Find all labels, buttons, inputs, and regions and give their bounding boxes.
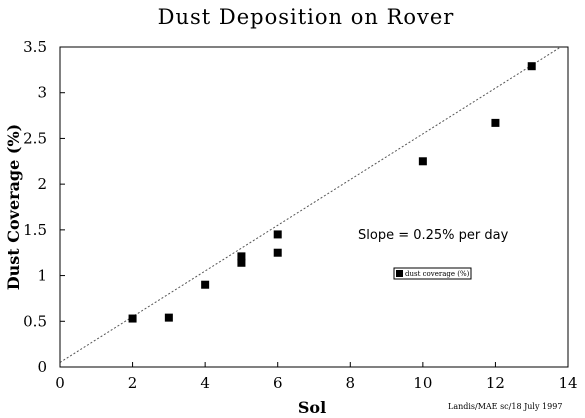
data-points [128, 62, 536, 323]
data-point [273, 248, 282, 257]
y-tick-label: 1.5 [23, 221, 47, 239]
data-point [237, 258, 246, 267]
data-point [491, 118, 500, 127]
credit-note: Landis/MAE sc/18 July 1997 [448, 402, 562, 411]
x-axis-label: Sol [298, 398, 326, 417]
x-tick-label: 8 [346, 374, 356, 392]
chart-title: Dust Deposition on Rover [158, 5, 455, 29]
x-tick-label: 4 [200, 374, 210, 392]
legend: dust coverage (%) [393, 267, 472, 280]
data-point [527, 62, 536, 71]
y-tick-label: 2 [37, 175, 47, 193]
x-tick-label: 2 [128, 374, 138, 392]
data-point [273, 230, 282, 239]
y-tick-label: 0.5 [23, 312, 47, 330]
y-tick-label: 3 [37, 84, 47, 102]
x-tick-label: 10 [413, 374, 432, 392]
data-point [128, 314, 137, 323]
y-tick-label: 3.5 [23, 38, 47, 56]
data-point [201, 280, 210, 289]
x-tick-label: 6 [273, 374, 283, 392]
trendline-layer [59, 46, 562, 363]
x-tick-label: 12 [486, 374, 505, 392]
data-point [237, 252, 246, 261]
plot-area [59, 46, 569, 368]
data-point [418, 157, 427, 166]
data-point [164, 313, 173, 322]
legend-marker [396, 270, 403, 277]
y-tick-label: 2.5 [23, 129, 47, 147]
legend-box [393, 267, 472, 280]
y-tick-label: 0 [37, 358, 47, 376]
y-tick-label: 1 [37, 267, 47, 285]
slope-annotation: Slope = 0.25% per day [358, 228, 509, 243]
plot-border [59, 46, 569, 368]
y-axis-label: Dust Coverage (%) [4, 124, 23, 290]
axis-ticks: 0 2 4 6 8 10 12 14 0 0.5 1 1.5 2 2.5 3 3.5 [23, 38, 577, 392]
x-tick-label: 0 [55, 374, 65, 392]
x-tick-label: 14 [558, 374, 577, 392]
trendline [59, 46, 562, 363]
legend-label: dust coverage (%) [405, 270, 470, 278]
